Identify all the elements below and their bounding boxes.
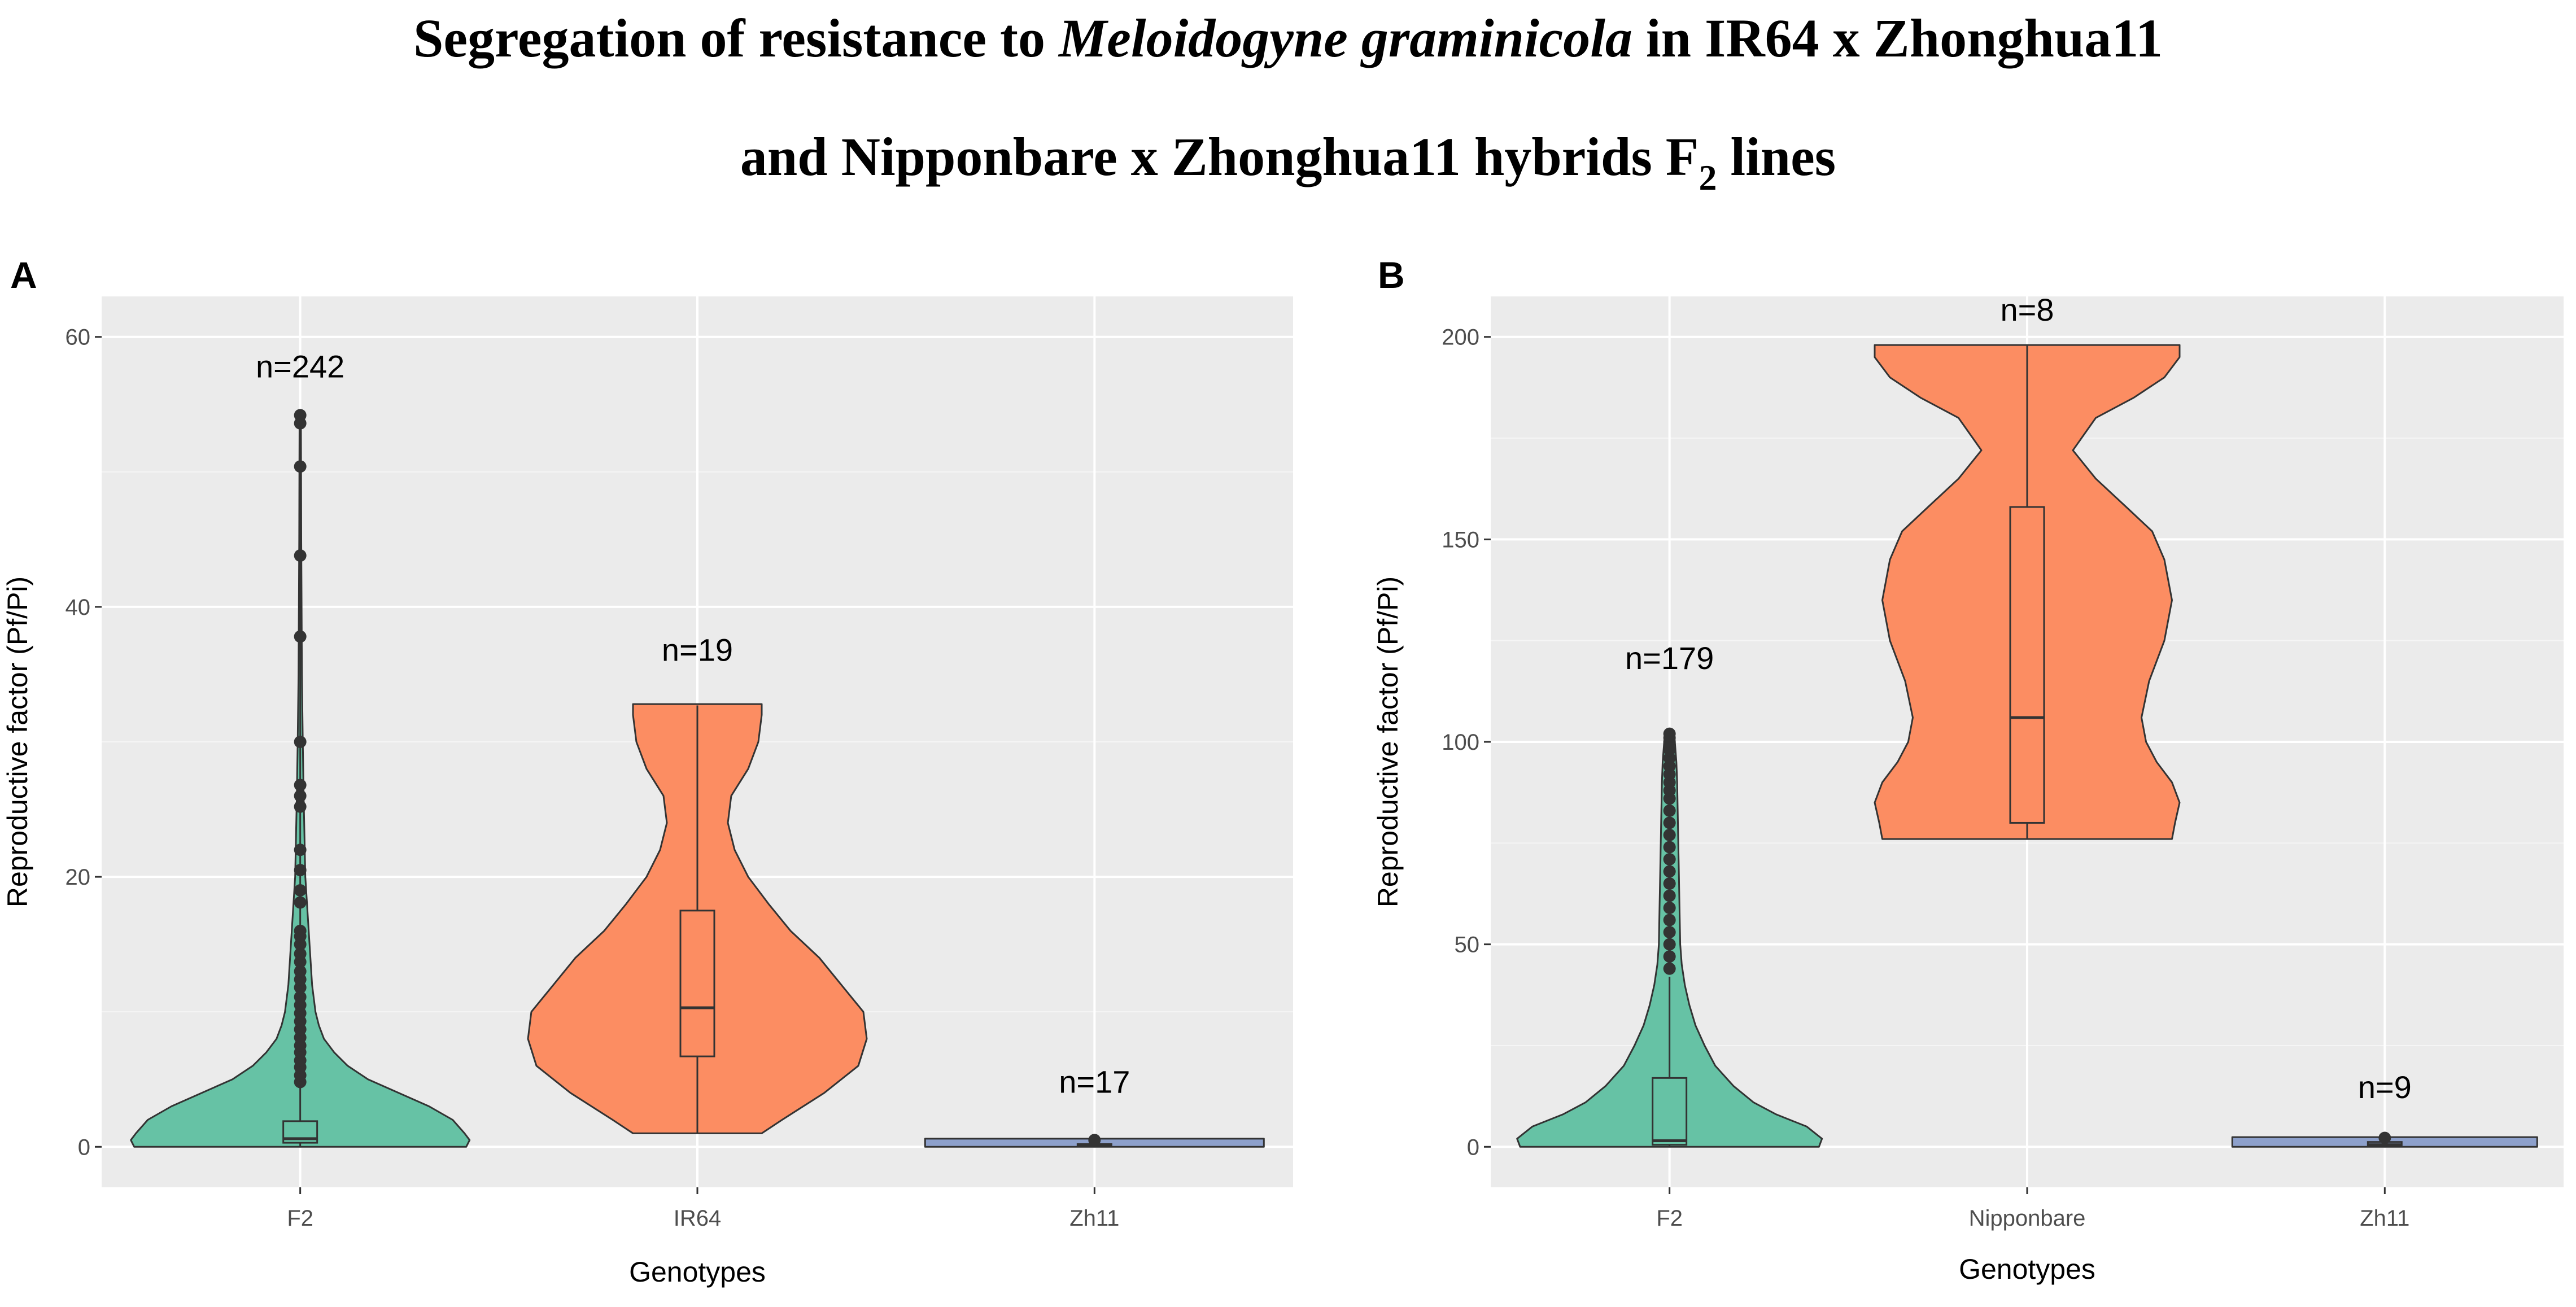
panel-a-outlier-point bbox=[1088, 1134, 1101, 1147]
panel-b-x-axis-title: Genotypes bbox=[1959, 1253, 2095, 1285]
panel-a-x-tick-label: IR64 bbox=[674, 1206, 722, 1231]
panel-a-outlier-point bbox=[294, 965, 307, 978]
panel-a-box-ir64 bbox=[679, 910, 715, 1057]
panel-b-y-tick-label: 0 bbox=[1467, 1135, 1479, 1160]
panel-b-y-tick-label: 50 bbox=[1455, 933, 1480, 958]
panel-b-x-tick-label: Zh11 bbox=[2360, 1206, 2409, 1231]
panel-a-y-tick-label: 0 bbox=[78, 1135, 90, 1160]
figure-title-line1: Segregation of resistance to Meloidogyne… bbox=[413, 8, 2163, 68]
panel-a-outlier-point bbox=[294, 630, 307, 643]
panel-a-outlier-point bbox=[294, 864, 307, 877]
panel-a-y-tick-label: 20 bbox=[66, 865, 91, 890]
panel-a-outlier-point bbox=[294, 789, 307, 802]
panel-a-outlier-point bbox=[294, 460, 307, 473]
panel-a-n-label-zh11: n=17 bbox=[1059, 1064, 1130, 1100]
panel-a-outlier-point bbox=[294, 409, 307, 422]
panel-b-chart: 0 50 100 150 200 F2 Nipponbare Zh11 Genotypes Rep… bbox=[1372, 254, 2564, 1285]
panel-a-x-axis-title: Genotypes bbox=[629, 1256, 766, 1288]
figure-title-line2: and Nipponbare x Zhonghua11 hybrids F2 l… bbox=[740, 126, 1836, 198]
panel-b-outlier-point bbox=[1663, 938, 1676, 951]
panel-b-y-axis-title: Reproductive factor (Pf/Pi) bbox=[1372, 576, 1404, 907]
panel-a-outlier-point bbox=[294, 924, 307, 937]
panel-a-x-tick-label: F2 bbox=[287, 1206, 313, 1231]
panel-a-outlier-point bbox=[294, 736, 307, 748]
panel-a-outlier-point bbox=[294, 990, 307, 1003]
panel-b-outlier-point bbox=[2378, 1131, 2391, 1144]
panel-a-y-tick-label: 60 bbox=[66, 325, 91, 350]
panel-b-n-label-f2: n=179 bbox=[1625, 640, 1714, 676]
panel-a-outlier-point bbox=[294, 896, 307, 909]
panel-a-n-label-f2: n=242 bbox=[256, 348, 344, 384]
panel-a-outlier-point bbox=[294, 947, 307, 960]
panel-b-outlier-point bbox=[1663, 926, 1676, 939]
panel-b-y-tick-label: 200 bbox=[1442, 325, 1479, 350]
panel-b-outlier-point bbox=[1663, 816, 1676, 829]
panel-b-x-tick-label: Nipponbare bbox=[1969, 1206, 2086, 1231]
panel-b-outlier-point bbox=[1663, 828, 1676, 841]
panel-b-outlier-point bbox=[1663, 804, 1676, 817]
panel-b-box-nipponbare bbox=[2009, 506, 2045, 824]
panel-a-chart: 0 20 40 60 F2 IR64 Zh11 Genotypes Reproductive f… bbox=[2, 254, 1293, 1288]
panel-a-label: A bbox=[10, 254, 37, 296]
panel-b-violin-nipponbare bbox=[1874, 344, 2181, 840]
panel-a-outlier-point bbox=[294, 779, 307, 792]
panel-b-outlier-point bbox=[1663, 962, 1676, 975]
panel-a-violin-ir64 bbox=[527, 703, 868, 1134]
panel-a-outlier-point bbox=[294, 800, 307, 813]
panel-a-x-tick-label: Zh11 bbox=[1069, 1206, 1119, 1231]
panel-b-x-tick-label: F2 bbox=[1656, 1206, 1683, 1231]
panel-a-y-tick-label: 40 bbox=[66, 595, 91, 620]
panel-a-outlier-point bbox=[294, 884, 307, 897]
panel-a-outlier-point bbox=[294, 549, 307, 562]
panel-b-outlier-point bbox=[1663, 877, 1676, 890]
panel-b-outlier-point bbox=[1663, 727, 1676, 740]
panel-b-box-f2 bbox=[1652, 1077, 1688, 1146]
panel-a-outlier-point bbox=[294, 843, 307, 856]
panel-a-box-f2 bbox=[282, 1120, 318, 1144]
panel-b-y-tick-label: 150 bbox=[1442, 527, 1479, 552]
panel-b-outlier-point bbox=[1663, 853, 1676, 866]
panel-b-outlier-point bbox=[1663, 913, 1676, 926]
panel-b-label: B bbox=[1378, 254, 1405, 296]
panel-b-n-label-zh11: n=9 bbox=[2358, 1069, 2412, 1105]
panel-b-outlier-point bbox=[1663, 841, 1676, 854]
panel-b-outlier-point bbox=[1663, 865, 1676, 878]
panel-b-outlier-point bbox=[1663, 950, 1676, 963]
panel-b-n-label-nipponbare: n=8 bbox=[2001, 292, 2054, 327]
panel-b-outlier-point bbox=[1663, 902, 1676, 915]
panel-a-y-axis-title: Reproductive factor (Pf/Pi) bbox=[2, 576, 33, 907]
panel-b-y-tick-label: 100 bbox=[1442, 730, 1479, 755]
panel-a-n-label-ir64: n=19 bbox=[662, 632, 733, 668]
panel-b-outlier-point bbox=[1663, 889, 1676, 902]
